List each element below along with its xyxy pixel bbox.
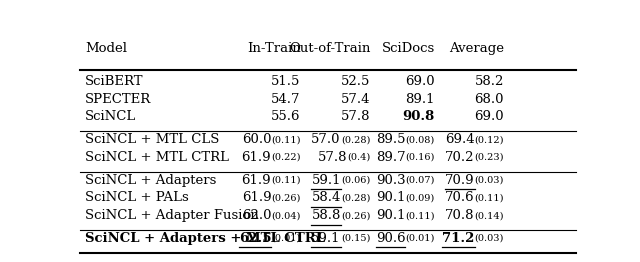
Text: (0.01): (0.01) bbox=[405, 234, 435, 243]
Text: (0.22): (0.22) bbox=[271, 153, 301, 162]
Text: SPECTER: SPECTER bbox=[85, 92, 151, 106]
Text: 89.1: 89.1 bbox=[405, 92, 435, 106]
Text: 70.8: 70.8 bbox=[445, 209, 475, 222]
Text: (0.04): (0.04) bbox=[271, 211, 301, 220]
Text: 70.6: 70.6 bbox=[445, 192, 475, 204]
Text: (0.11): (0.11) bbox=[405, 211, 435, 220]
Text: (0.08): (0.08) bbox=[405, 135, 435, 144]
Text: (0.07): (0.07) bbox=[405, 176, 435, 185]
Text: (0.15): (0.15) bbox=[340, 234, 370, 243]
Text: 62.0: 62.0 bbox=[242, 209, 271, 222]
Text: (0.12): (0.12) bbox=[475, 135, 504, 144]
Text: 59.1: 59.1 bbox=[311, 232, 340, 245]
Text: 69.0: 69.0 bbox=[405, 75, 435, 88]
Text: (0.03): (0.03) bbox=[475, 176, 504, 185]
Text: (0.03): (0.03) bbox=[475, 234, 504, 243]
Text: (0.26): (0.26) bbox=[271, 193, 301, 203]
Text: SciNCL: SciNCL bbox=[85, 110, 136, 123]
Text: (0.06): (0.06) bbox=[341, 176, 370, 185]
Text: 70.9: 70.9 bbox=[445, 174, 475, 187]
Text: 58.2: 58.2 bbox=[475, 75, 504, 88]
Text: 69.0: 69.0 bbox=[474, 110, 504, 123]
Text: 69.4: 69.4 bbox=[445, 133, 475, 146]
Text: SciNCL + Adapter Fusion: SciNCL + Adapter Fusion bbox=[85, 209, 259, 222]
Text: SciNCL + MTL CTRL: SciNCL + MTL CTRL bbox=[85, 151, 229, 164]
Text: 59.1: 59.1 bbox=[312, 174, 341, 187]
Text: 57.0: 57.0 bbox=[311, 133, 340, 146]
Text: 61.9: 61.9 bbox=[241, 174, 271, 187]
Text: 52.5: 52.5 bbox=[340, 75, 370, 88]
Text: 68.0: 68.0 bbox=[475, 92, 504, 106]
Text: 57.8: 57.8 bbox=[340, 110, 370, 123]
Text: SciNCL + MTL CLS: SciNCL + MTL CLS bbox=[85, 133, 220, 146]
Text: (0.11): (0.11) bbox=[475, 193, 504, 203]
Text: (0.09): (0.09) bbox=[405, 193, 435, 203]
Text: 90.1: 90.1 bbox=[376, 192, 405, 204]
Text: In-Train: In-Train bbox=[247, 42, 301, 54]
Text: (0.28): (0.28) bbox=[340, 135, 370, 144]
Text: (0.26): (0.26) bbox=[340, 211, 370, 220]
Text: 57.4: 57.4 bbox=[340, 92, 370, 106]
Text: (0.16): (0.16) bbox=[405, 153, 435, 162]
Text: 58.8: 58.8 bbox=[312, 209, 340, 222]
Text: 61.9: 61.9 bbox=[242, 192, 271, 204]
Text: 70.2: 70.2 bbox=[445, 151, 475, 164]
Text: Model: Model bbox=[85, 42, 127, 54]
Text: 54.7: 54.7 bbox=[271, 92, 301, 106]
Text: 51.5: 51.5 bbox=[271, 75, 301, 88]
Text: 90.3: 90.3 bbox=[376, 174, 405, 187]
Text: (0.01): (0.01) bbox=[271, 234, 301, 243]
Text: 60.0: 60.0 bbox=[242, 133, 271, 146]
Text: (0.4): (0.4) bbox=[347, 153, 370, 162]
Text: SciBERT: SciBERT bbox=[85, 75, 143, 88]
Text: 58.4: 58.4 bbox=[312, 192, 340, 204]
Text: (0.23): (0.23) bbox=[475, 153, 504, 162]
Text: (0.28): (0.28) bbox=[340, 193, 370, 203]
Text: 90.6: 90.6 bbox=[376, 232, 405, 245]
Text: (0.14): (0.14) bbox=[475, 211, 504, 220]
Text: 61.9: 61.9 bbox=[241, 151, 271, 164]
Text: SciNCL + PALs: SciNCL + PALs bbox=[85, 192, 189, 204]
Text: 90.8: 90.8 bbox=[403, 110, 435, 123]
Text: 62.5: 62.5 bbox=[239, 232, 271, 245]
Text: Out-of-Train: Out-of-Train bbox=[289, 42, 370, 54]
Text: 57.8: 57.8 bbox=[317, 151, 347, 164]
Text: SciNCL + Adapters + MTL CTRL: SciNCL + Adapters + MTL CTRL bbox=[85, 232, 325, 245]
Text: (0.11): (0.11) bbox=[271, 135, 301, 144]
Text: 55.6: 55.6 bbox=[271, 110, 301, 123]
Text: SciDocs: SciDocs bbox=[381, 42, 435, 54]
Text: (0.11): (0.11) bbox=[271, 176, 301, 185]
Text: 71.2: 71.2 bbox=[442, 232, 475, 245]
Text: SciNCL + Adapters: SciNCL + Adapters bbox=[85, 174, 216, 187]
Text: Average: Average bbox=[449, 42, 504, 54]
Text: 89.5: 89.5 bbox=[376, 133, 405, 146]
Text: 90.1: 90.1 bbox=[376, 209, 405, 222]
Text: 89.7: 89.7 bbox=[376, 151, 405, 164]
